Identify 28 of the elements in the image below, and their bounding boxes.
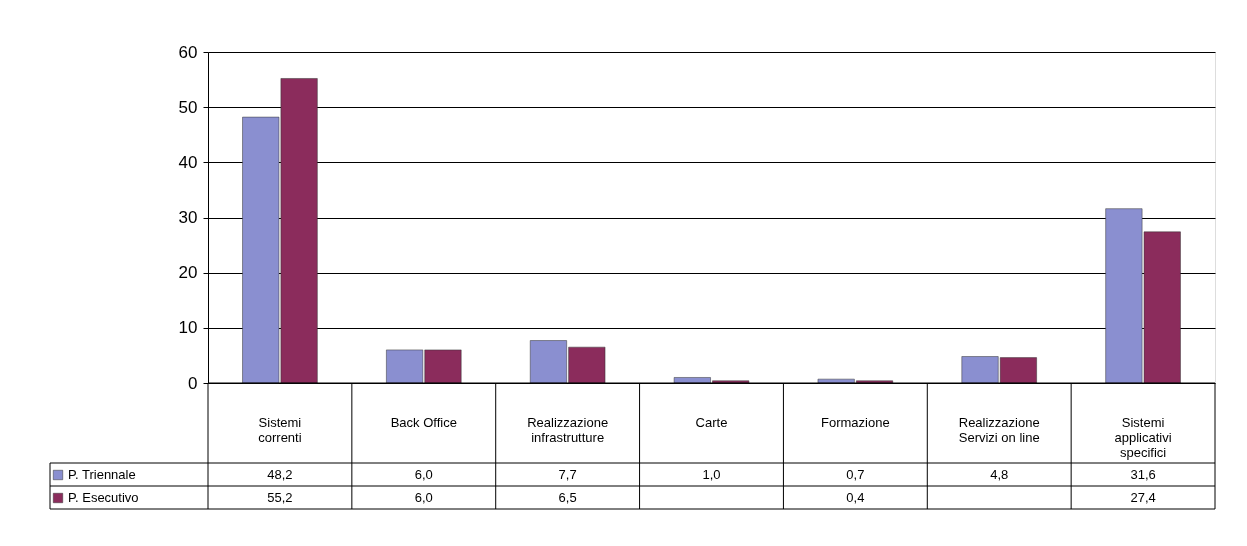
x-tick-label: Sistemi correnti bbox=[258, 415, 302, 445]
data-label: 6,5 bbox=[558, 490, 577, 505]
data-label: 48,2 bbox=[267, 467, 293, 482]
data-label: 7,7 bbox=[558, 467, 577, 482]
data-label: 31,6 bbox=[1130, 467, 1156, 482]
x-tick-label: Realizzazione Servizi on line bbox=[958, 415, 1040, 445]
y-tick-label: 30 bbox=[178, 208, 198, 227]
x-tick-label: Formazione bbox=[821, 415, 890, 430]
x-tick-label: Carte bbox=[695, 415, 728, 430]
data-label: 1,0 bbox=[702, 467, 721, 482]
data-label: 27,4 bbox=[1130, 490, 1156, 505]
data-label: 4,8 bbox=[990, 467, 1009, 482]
y-tick-label: 20 bbox=[178, 263, 198, 283]
y-tick-label: 50 bbox=[178, 97, 198, 117]
data-label: 0,4 bbox=[846, 490, 865, 505]
x-tick-label: Realizzazione infrastrutture bbox=[527, 415, 609, 445]
legend-label: P. Esecutivo bbox=[68, 490, 139, 505]
data-label: 0,7 bbox=[846, 467, 865, 482]
y-tick-label: 0 bbox=[188, 373, 198, 393]
y-tick-label: 10 bbox=[178, 318, 198, 338]
legend-label: P. Triennale bbox=[68, 467, 136, 482]
data-label: 6,0 bbox=[414, 490, 433, 505]
x-tick-label: Sistemi applicativi specifici bbox=[1114, 415, 1172, 460]
y-tick-label: 40 bbox=[178, 152, 198, 172]
y-tick-label: 60 bbox=[178, 42, 198, 62]
x-tick-label: Back Office bbox=[390, 415, 457, 430]
data-label: 55,2 bbox=[267, 490, 293, 505]
data-label: 6,0 bbox=[414, 467, 433, 482]
